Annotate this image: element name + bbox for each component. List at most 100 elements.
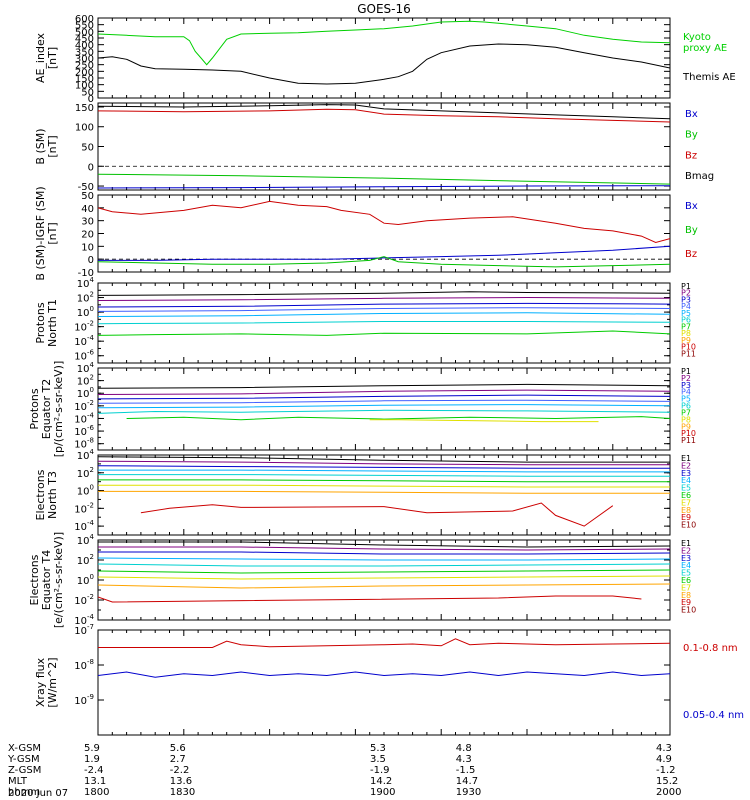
- series-line-p4: [98, 307, 670, 312]
- y-tick-label: 50: [81, 191, 94, 202]
- series-line-p4: [98, 399, 670, 404]
- y-tick-label: 10-9: [74, 693, 94, 707]
- legend-label: P6: [681, 316, 691, 325]
- y-axis-label: Electrons: [28, 554, 41, 605]
- series-line-0-05-0-4-nm: [98, 671, 670, 678]
- panel-frame: [97, 17, 671, 99]
- legend-label: P3: [681, 295, 691, 304]
- series-line-e6: [98, 569, 670, 574]
- y-axis-label: B (SM): [34, 128, 47, 164]
- legend-label: P7: [681, 322, 691, 331]
- legend-label: E6: [681, 576, 691, 585]
- series-line-p7: [126, 416, 670, 421]
- y-tick-label: 40: [81, 204, 94, 215]
- y-axis-label: Xray flux: [34, 657, 47, 707]
- y-tick-label: 100: [75, 123, 94, 134]
- y-axis-label: Protons: [28, 388, 41, 429]
- legend-label: E9: [681, 598, 691, 607]
- legend-label: P4: [681, 388, 691, 397]
- legend-label: P6: [681, 402, 691, 411]
- y-tick-label: 10-2: [74, 593, 94, 607]
- y-tick-label: 10-6: [74, 424, 94, 438]
- y-tick-label: 104: [77, 533, 95, 547]
- legend-label: E5: [681, 484, 691, 493]
- y-tick-label: 450: [75, 34, 94, 45]
- y-tick-label: 500: [75, 27, 94, 38]
- y-axis-label: [W/m^2]: [46, 657, 59, 707]
- y-tick-label: 30: [81, 217, 94, 228]
- series-line-e9: [140, 502, 614, 527]
- series-line-e3: [98, 465, 670, 469]
- legend-label: P11: [681, 349, 696, 358]
- legend-label: E8: [681, 506, 691, 515]
- legend-label: P10: [681, 343, 696, 352]
- series-line-bmag: [98, 104, 670, 120]
- series-line-p3: [98, 302, 670, 308]
- y-tick-label: 10-4: [74, 613, 94, 627]
- series-line-e2: [98, 460, 670, 466]
- legend-label: E4: [681, 561, 691, 570]
- y-tick-label: 20: [81, 230, 94, 241]
- series-line-p5: [98, 312, 670, 317]
- series-line-p3: [98, 394, 670, 400]
- series-line-bz: [98, 200, 670, 244]
- y-tick-label: 10-4: [74, 411, 94, 425]
- y-tick-label: 150: [75, 103, 94, 114]
- legend-label: E1: [681, 454, 691, 463]
- y-tick-label: 50: [81, 143, 94, 154]
- y-tick-label: 10-4: [74, 519, 94, 533]
- y-tick-label: 10-2: [74, 399, 94, 413]
- y-axis-label: Electrons: [34, 469, 47, 520]
- panel-xray: 10-7 10-8 10-9 Xray flux [W/m^2] 0.1-0.8 nm 0.…: [34, 623, 744, 736]
- legend-label: By: [685, 225, 698, 236]
- y-tick-label: 200: [75, 67, 94, 78]
- legend-label: 0.1-0.8 nm: [683, 643, 738, 654]
- series-line-p6: [98, 321, 670, 325]
- y-tick-label: 0: [88, 162, 94, 173]
- y-tick-label: 350: [75, 47, 94, 58]
- series-line-themis-ae: [98, 43, 670, 85]
- y-tick-label: 102: [77, 374, 94, 388]
- y-axis-label: Equator T2: [40, 379, 53, 439]
- legend-label: Bz: [685, 150, 697, 161]
- series-line-e4: [98, 557, 670, 561]
- y-axis-label: [nT]: [46, 47, 59, 69]
- y-axis-label: North T3: [46, 471, 59, 519]
- legend-label: P9: [681, 336, 691, 345]
- legend-label: Bmag: [685, 171, 714, 182]
- legend-label: Bx: [685, 201, 698, 212]
- series-line-e1: [98, 456, 670, 463]
- legend-label: P2: [681, 289, 691, 298]
- series-line-p7: [98, 330, 670, 336]
- y-tick-label: 104: [77, 361, 95, 375]
- legend-label: P11: [681, 436, 696, 445]
- y-tick-label: -50: [78, 182, 94, 193]
- series-line-e4: [98, 469, 670, 473]
- series-line-e3: [98, 551, 670, 555]
- legend-label: Themis AE: [682, 72, 736, 83]
- y-axis-label: Equator T4: [40, 550, 53, 610]
- y-tick-label: 250: [75, 61, 94, 72]
- legend-label: E2: [681, 546, 691, 555]
- legend-label: E1: [681, 539, 691, 548]
- legend-label: P3: [681, 381, 691, 390]
- series-line-e1: [98, 541, 670, 548]
- y-tick-label: 100: [77, 305, 94, 319]
- series-line-p2: [98, 389, 670, 395]
- legend-label: P1: [681, 282, 691, 291]
- y-tick-label: 100: [75, 81, 94, 92]
- legend-label: P7: [681, 408, 691, 417]
- legend-label: P8: [681, 329, 691, 338]
- series-line-0-1-0-8-nm: [98, 638, 670, 648]
- y-axis-label: North T1: [46, 299, 59, 347]
- y-tick-label: 400: [75, 41, 94, 52]
- panel-frame: [97, 194, 671, 273]
- legend-label: Bz: [685, 249, 697, 260]
- y-tick-label: 10-8: [74, 658, 94, 672]
- y-tick-label: 102: [77, 553, 94, 567]
- y-axis-label: AE_index: [34, 32, 47, 83]
- y-axis-label: Protons: [34, 302, 47, 343]
